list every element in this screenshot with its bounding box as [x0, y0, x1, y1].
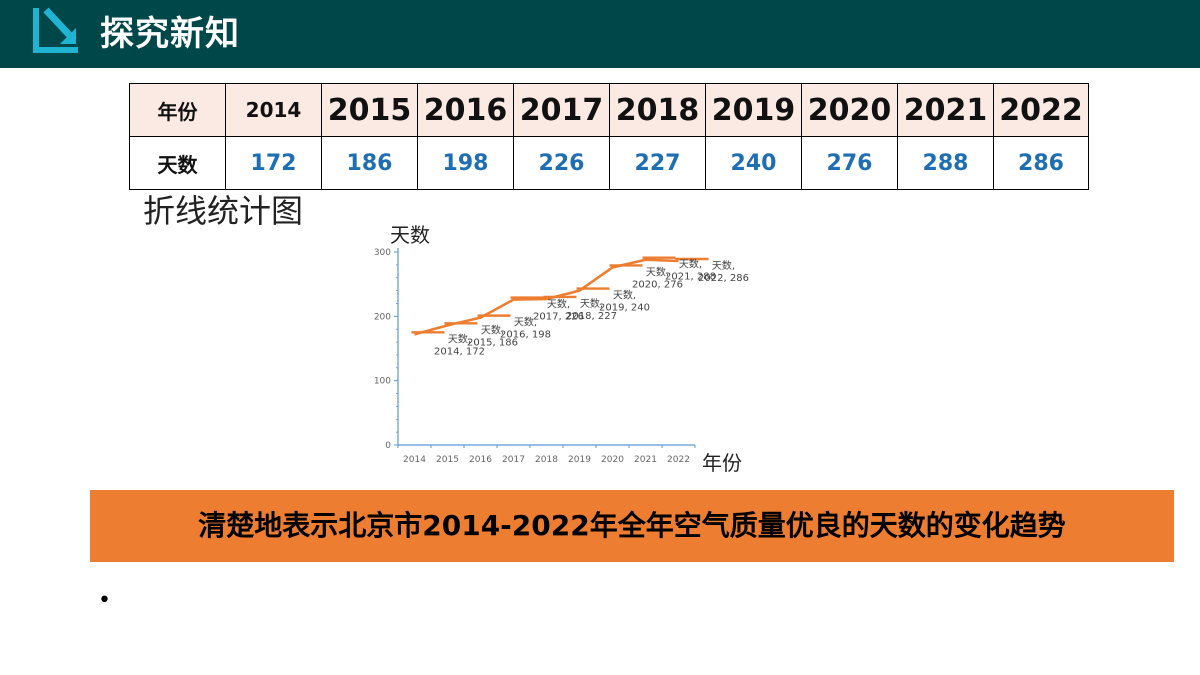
table-cell-year: 2014: [225, 83, 322, 137]
arrow-down-right-icon: [33, 7, 78, 53]
bullet-point: •: [98, 588, 111, 613]
table-cell-days: 172: [225, 136, 322, 190]
table-cell-year: 2022: [993, 83, 1089, 137]
x-tick-label: 2021: [634, 455, 657, 465]
table-cell-days: 186: [321, 136, 418, 190]
table-cell-year: 2020: [801, 83, 898, 137]
data-label: 天数, 2017, 226: [533, 298, 584, 323]
header-bar: 探究新知: [0, 0, 1200, 68]
table-cell-year: 2017: [513, 83, 610, 137]
x-tick-label: 2019: [568, 455, 591, 465]
table-cell-days: 198: [417, 136, 514, 190]
table-row-year: 年份 2014 2015 2016 2017 2018 2019 2020 20…: [129, 83, 1089, 137]
table-cell-year: 2018: [609, 83, 706, 137]
y-tick-label: 200: [374, 312, 391, 322]
table-header-days: 天数: [129, 136, 226, 190]
table-cell-year: 2015: [321, 83, 418, 137]
data-label: 天数, 2015, 186: [467, 323, 518, 348]
banner-text: 清楚地表示北京市2014-2022年全年空气质量优良的天数的变化趋势: [198, 509, 1066, 542]
summary-banner: 清楚地表示北京市2014-2022年全年空气质量优良的天数的变化趋势: [90, 490, 1174, 562]
data-label: 天数, 2022, 286: [698, 259, 749, 284]
table-cell-days: 276: [801, 136, 898, 190]
table-cell-year: 2019: [705, 83, 802, 137]
table-cell-days: 226: [513, 136, 610, 190]
x-axis-label: 年份: [702, 451, 742, 475]
data-table: 年份 2014 2015 2016 2017 2018 2019 2020 20…: [129, 83, 1089, 190]
data-label: 天数, 2021, 288: [665, 258, 716, 283]
table-cell-year: 2016: [417, 83, 514, 137]
data-label: 天数, 2014, 172: [434, 332, 485, 357]
x-tick-label: 2017: [502, 455, 525, 465]
data-label: 天数, 2020, 276: [632, 265, 683, 290]
table-row-days: 天数 172 186 198 226 227 240 276 288 286: [129, 136, 1089, 190]
data-label: 天数, 2018, 227: [566, 297, 617, 322]
table-cell-days: 227: [609, 136, 706, 190]
x-tick-label: 2022: [667, 455, 690, 465]
x-tick-label: 2015: [436, 455, 459, 465]
y-axis-label: 天数: [390, 223, 430, 247]
table-cell-year: 2021: [897, 83, 994, 137]
data-label: 天数, 2016, 198: [500, 316, 551, 341]
y-tick-label: 0: [385, 441, 391, 451]
table-cell-days: 286: [993, 136, 1089, 190]
y-tick-label: 300: [374, 248, 391, 258]
x-tick-label: 2020: [601, 455, 624, 465]
table-header-year: 年份: [129, 83, 226, 137]
table-cell-days: 288: [897, 136, 994, 190]
page-title: 探究新知: [100, 14, 240, 54]
data-label: 天数, 2019, 240: [599, 289, 650, 314]
x-tick-label: 2016: [469, 455, 492, 465]
table-cell-days: 240: [705, 136, 802, 190]
x-tick-label: 2014: [403, 455, 426, 465]
y-tick-label: 100: [374, 377, 391, 387]
x-tick-label: 2018: [535, 455, 558, 465]
chart-heading: 折线统计图: [143, 192, 304, 230]
